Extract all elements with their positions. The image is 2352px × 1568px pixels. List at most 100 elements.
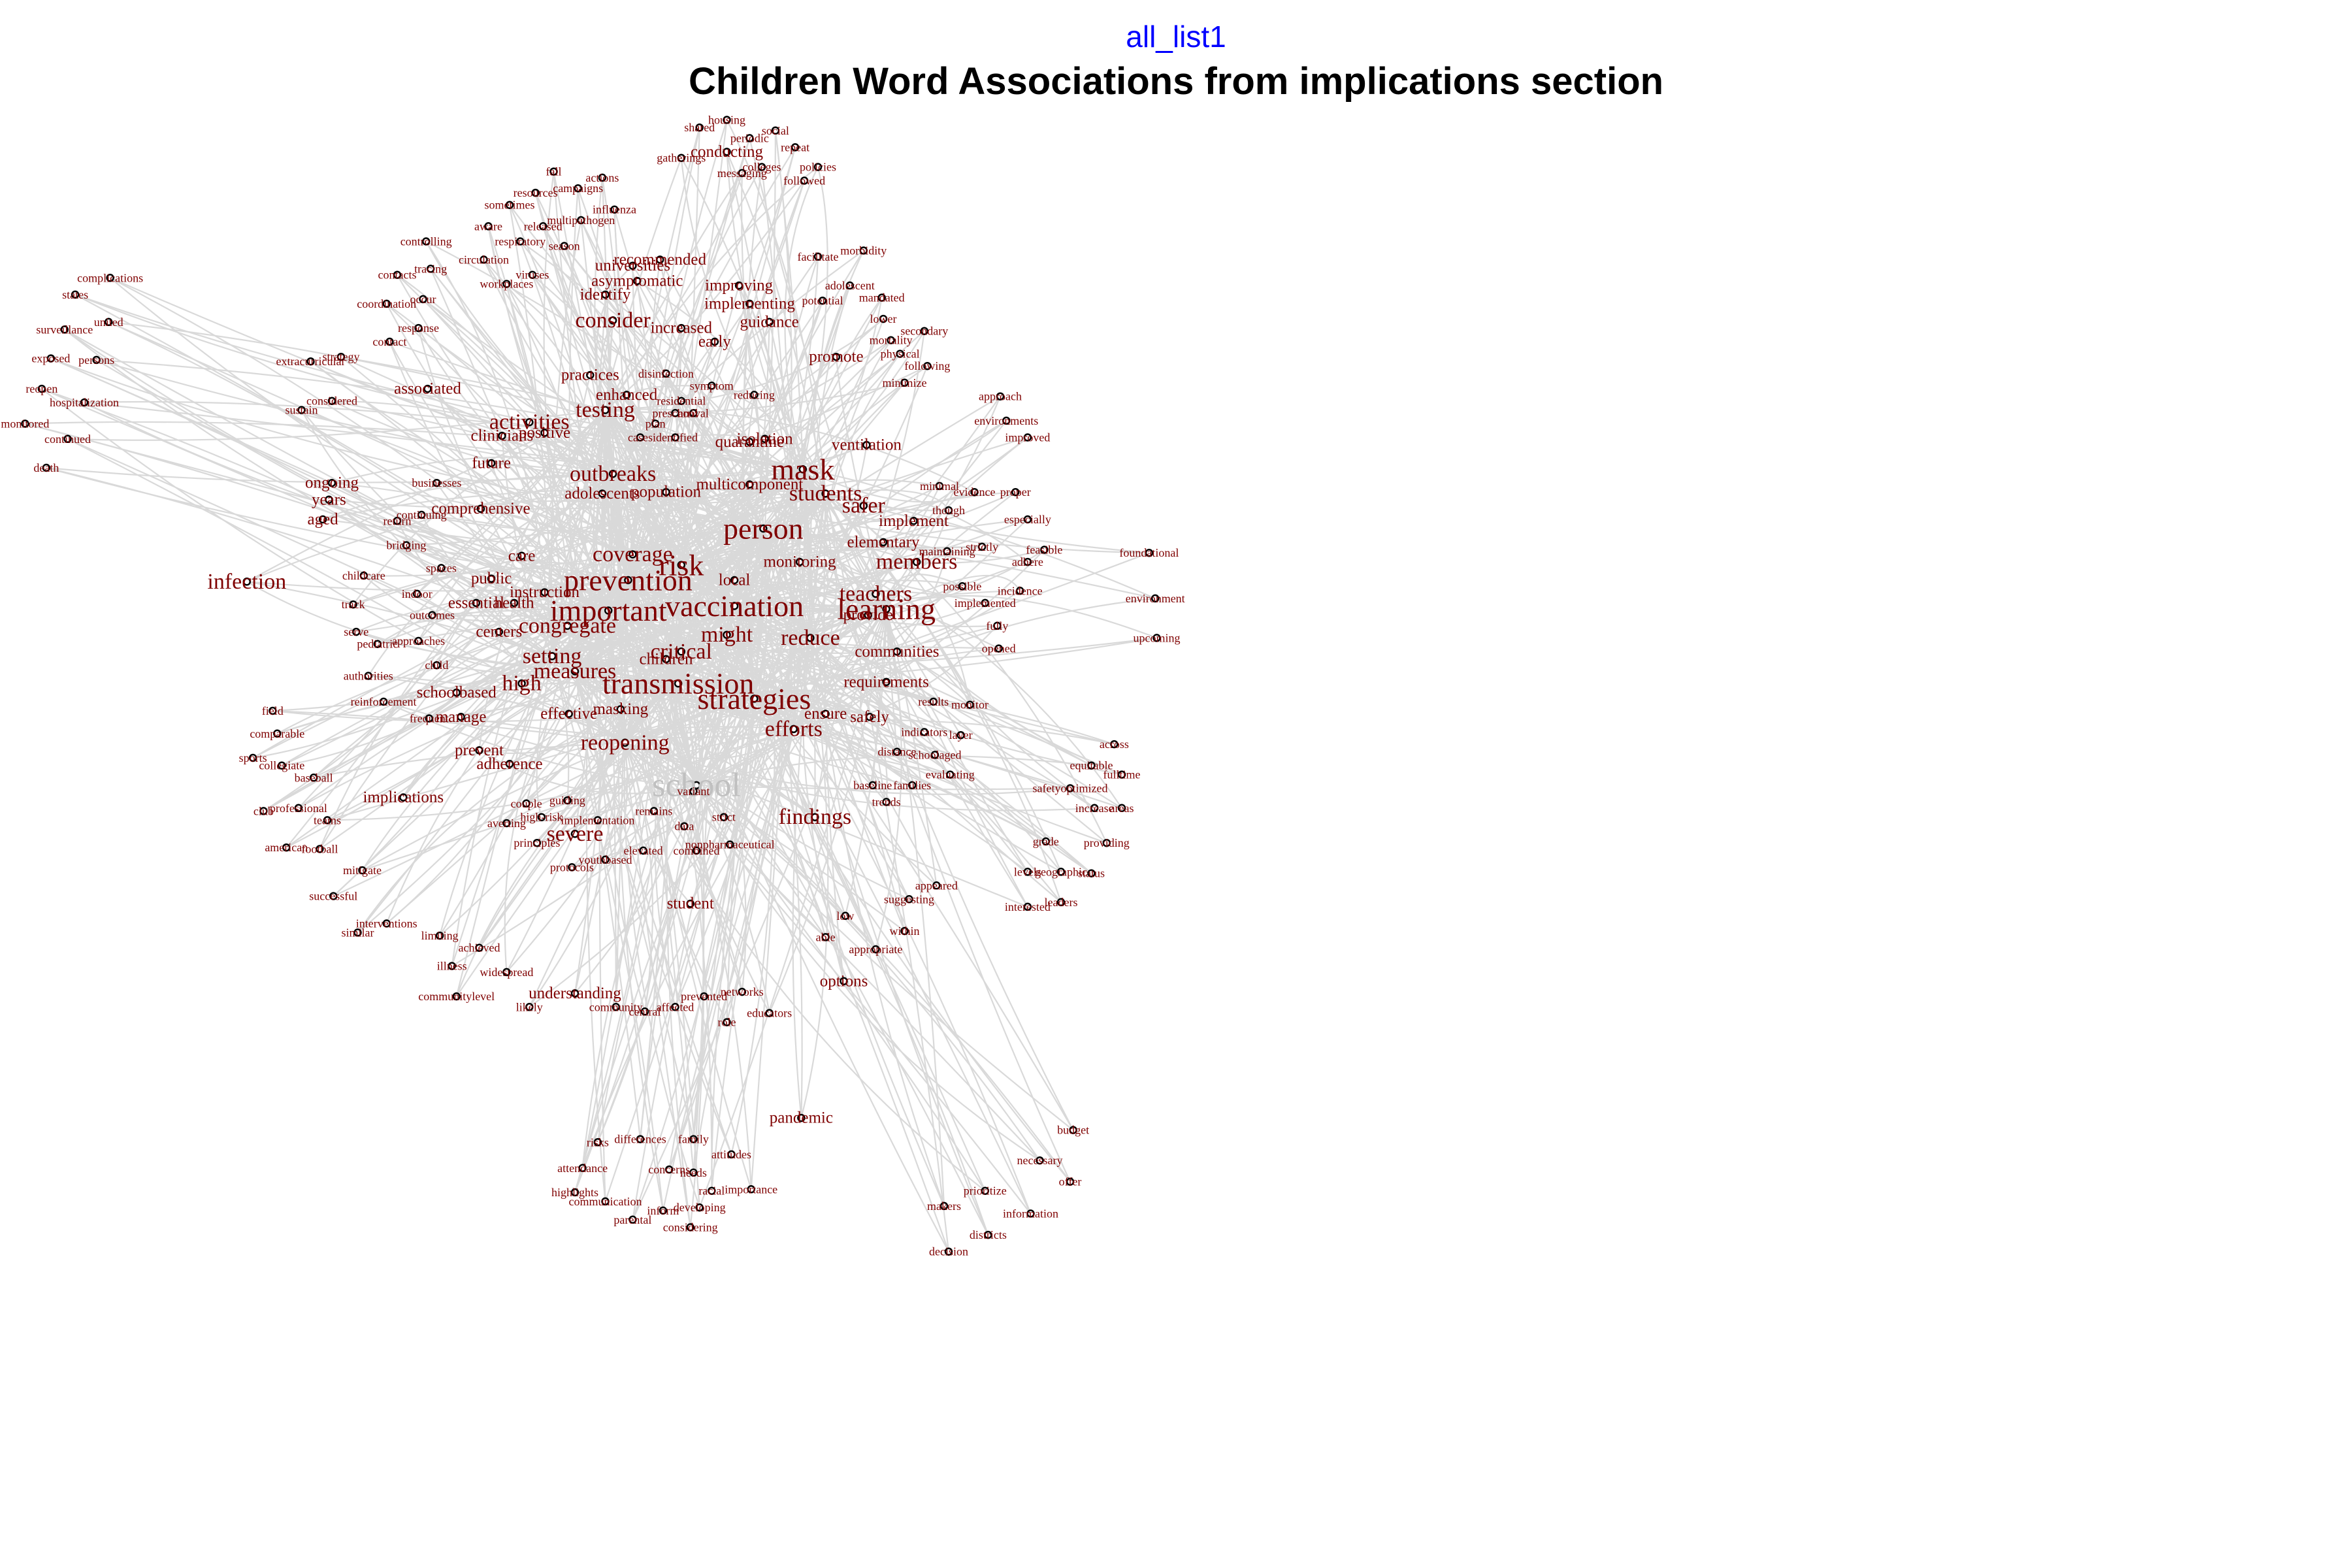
network-edge xyxy=(608,610,1092,874)
node-label-collegiate: collegiate xyxy=(259,759,304,772)
network-node xyxy=(92,355,101,365)
node-label-social: social xyxy=(762,124,789,137)
network-edge xyxy=(681,491,1016,566)
network-edge xyxy=(361,698,755,872)
network-edge xyxy=(608,610,770,1013)
network-edge xyxy=(823,493,845,981)
node-label-spaces: spaces xyxy=(426,561,457,574)
network-node xyxy=(540,429,549,437)
network-edge xyxy=(581,564,682,1169)
network-node xyxy=(723,1018,731,1026)
node-label-occur: occur xyxy=(410,293,436,306)
node-label-return: return xyxy=(384,514,412,527)
node-label-approach: approach xyxy=(979,390,1022,403)
network-node xyxy=(730,576,739,585)
network-edge xyxy=(624,120,728,743)
network-edge xyxy=(762,527,1045,564)
network-edge xyxy=(383,700,697,786)
node-label-interested: interested xyxy=(1005,900,1051,913)
network-node xyxy=(71,290,80,299)
network-node xyxy=(417,510,426,519)
node-label-track: track xyxy=(342,598,365,611)
network-edge xyxy=(536,698,755,844)
network-edge xyxy=(612,400,682,476)
network-node xyxy=(373,640,382,648)
network-node xyxy=(104,318,113,327)
node-label-fully: fully xyxy=(986,619,1008,632)
node-label-teams: teams xyxy=(314,813,341,826)
network-node xyxy=(448,962,456,970)
node-label-monitored: monitored xyxy=(1,417,49,431)
network-node xyxy=(294,804,303,813)
node-label-high-risk: high-risk xyxy=(520,811,563,824)
network-edge xyxy=(389,340,804,470)
network-node xyxy=(797,1113,806,1122)
node-label-multipathogen: multipathogen xyxy=(547,214,615,227)
network-node xyxy=(1015,587,1024,595)
network-node xyxy=(981,598,990,608)
network-node xyxy=(1036,1156,1044,1165)
network-node xyxy=(832,352,841,361)
node-label-controlling: controlling xyxy=(400,235,452,248)
node-label-promote: promote xyxy=(809,348,863,366)
network-node xyxy=(37,384,46,393)
network-node xyxy=(734,281,743,290)
network-edge xyxy=(729,469,806,845)
network-node xyxy=(570,830,580,838)
network-node xyxy=(813,252,823,261)
node-label-strategy: strategy xyxy=(323,350,360,363)
network-node xyxy=(399,793,408,802)
network-edge xyxy=(597,468,804,821)
network-edge xyxy=(109,277,609,612)
network-node xyxy=(358,866,367,875)
network-edge xyxy=(679,781,697,826)
node-label-educators: educators xyxy=(747,1007,792,1020)
network-node xyxy=(601,290,610,299)
node-label-future: future xyxy=(472,455,511,472)
node-label-levels: levels xyxy=(1014,865,1041,878)
node-label-teachers: teachers xyxy=(840,581,912,606)
network-edge xyxy=(762,479,940,529)
network-edge xyxy=(525,474,614,804)
network-edge xyxy=(809,637,1062,903)
network-node xyxy=(859,246,868,255)
node-label-practices: practices xyxy=(561,367,619,384)
network-node xyxy=(1117,804,1126,813)
network-edge xyxy=(763,527,1156,599)
network-node xyxy=(745,299,754,308)
network-edge xyxy=(436,579,629,666)
network-edge xyxy=(377,493,826,645)
network-edge xyxy=(596,528,764,1143)
node-label-limiting: limiting xyxy=(421,929,459,942)
network-node xyxy=(1066,784,1075,792)
network-edge xyxy=(397,520,755,700)
network-node xyxy=(725,840,734,849)
network-node xyxy=(502,968,511,977)
network-node xyxy=(818,296,827,305)
node-label-manage: manage xyxy=(436,708,487,726)
network-node xyxy=(414,323,423,333)
network-edge xyxy=(585,410,606,1202)
network-node xyxy=(327,397,336,405)
network-node xyxy=(60,325,69,334)
node-label-options: options xyxy=(820,972,868,990)
network-node xyxy=(692,846,701,855)
network-node xyxy=(700,992,708,1001)
node-label-exposed: exposed xyxy=(31,352,70,365)
network-edge xyxy=(749,138,887,610)
network-node xyxy=(318,515,327,524)
node-label-especially: especially xyxy=(1004,513,1051,526)
node-label-averting: averting xyxy=(487,817,526,830)
network-node xyxy=(1023,433,1032,442)
network-edge xyxy=(723,528,764,817)
network-node xyxy=(677,397,686,405)
network-node xyxy=(393,270,402,279)
network-edge xyxy=(624,742,644,851)
network-node xyxy=(1102,838,1111,847)
network-edge xyxy=(612,473,985,604)
node-label-influenza: influenza xyxy=(593,203,636,216)
network-node xyxy=(457,713,465,721)
network-node xyxy=(868,781,877,790)
network-node xyxy=(1087,869,1096,877)
network-node xyxy=(563,621,572,630)
